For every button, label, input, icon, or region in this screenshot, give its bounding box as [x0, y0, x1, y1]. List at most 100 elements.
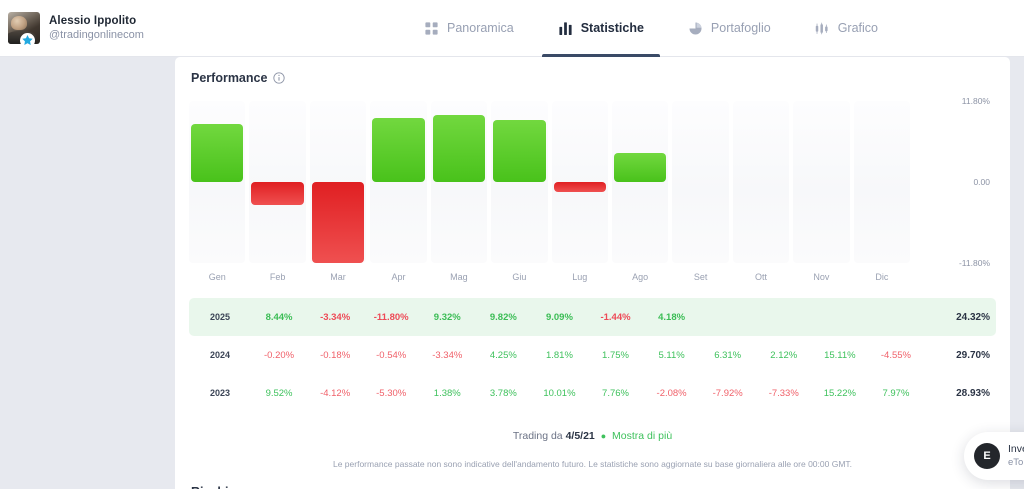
table-cell-month: 7.76%	[602, 387, 629, 399]
chart-column[interactable]	[551, 101, 608, 263]
page-body: Performance 11.80% 0.00 -11.80% Gen Feb Mar A…	[0, 57, 1024, 489]
chart-bar-feb[interactable]	[251, 182, 304, 205]
nav-tabs: Panoramica Statistiche Portafoglio	[402, 0, 900, 57]
x-axis-label: Lug	[572, 272, 588, 282]
chart-column[interactable]	[853, 101, 911, 263]
table-cell-month: -7.92%	[712, 387, 743, 399]
x-axis-label: Feb	[269, 272, 286, 282]
table-cell-month: 4.25%	[489, 349, 517, 361]
chart-column[interactable]	[430, 101, 488, 263]
table-cell-month: -3.34%	[307, 298, 364, 336]
tab-panoramica-label: Panoramica	[447, 21, 514, 35]
chart-column[interactable]	[491, 101, 548, 263]
x-axis-label: Apr	[391, 272, 406, 282]
chart-column[interactable]	[249, 101, 306, 263]
x-axis-label: Nov	[813, 272, 830, 282]
chat-widget[interactable]: E Investi eToro	[964, 432, 1024, 480]
chart-plot-area	[189, 101, 911, 263]
table-cell-month: -0.20%	[263, 349, 295, 361]
star-verified-badge	[20, 33, 35, 48]
performance-card: Performance 11.80% 0.00 -11.80% Gen Feb Mar A…	[175, 57, 1010, 485]
table-cell-month: 6.31%	[714, 349, 742, 361]
chart-column[interactable]	[309, 101, 367, 263]
performance-table: 2025 8.44% -3.34% -11.80% 9.32% 9.82% 9.09% -1.…	[189, 298, 996, 412]
table-cell-month: -5.30%	[376, 387, 407, 399]
table-cell-month	[755, 298, 812, 336]
trading-since: Trading da 4/5/21 ● Mostra di più	[189, 430, 996, 442]
x-axis-label: Gen	[208, 272, 226, 282]
chart-bar-ago[interactable]	[613, 153, 667, 182]
table-cell-month: -7.33%	[768, 387, 799, 399]
tab-grafico-label: Grafico	[837, 21, 878, 35]
table-cell-month: -1.44%	[587, 298, 644, 336]
table-cell-month: 9.52%	[265, 387, 293, 399]
table-cell-month: 9.32%	[419, 298, 476, 336]
table-cell-month: 7.97%	[882, 387, 910, 399]
bar-chart-icon	[558, 21, 573, 36]
chart-bar-gen[interactable]	[191, 124, 244, 182]
disclaimer-text: Le performance passate non sono indicati…	[332, 459, 853, 469]
tab-statistiche[interactable]: Statistiche	[536, 0, 666, 57]
top-bar: Alessio Ippolito @tradingonlinecom Panor…	[0, 0, 1024, 57]
chart-column[interactable]	[370, 101, 427, 263]
table-cell-month: -11.80%	[363, 298, 420, 336]
table-cell-month: -3.34%	[432, 349, 463, 361]
y-axis-label: 0.00	[973, 177, 990, 187]
risk-card: Rischio	[175, 471, 1010, 489]
table-cell-year: 2023	[209, 388, 231, 398]
show-more-link[interactable]: Mostra di più	[612, 430, 673, 442]
chart-column[interactable]	[793, 101, 850, 263]
chart-column[interactable]	[189, 101, 246, 263]
chat-avatar: E	[974, 443, 1000, 469]
avatar[interactable]	[8, 12, 40, 48]
x-axis-label: Mag	[450, 272, 468, 282]
card-title: Performance	[189, 69, 996, 85]
chart-bar-mag[interactable]	[432, 114, 486, 182]
profile-name: Alessio Ippolito	[49, 14, 137, 27]
table-row: 2024 -0.20% -0.18% -0.54% -3.34% 4.25% 1.81% 1.…	[189, 336, 996, 374]
table-row: 2023 9.52% -4.12% -5.30% 1.38% 3.78% 10.01% 7.7…	[189, 374, 996, 412]
tab-portafoglio-label: Portafoglio	[710, 21, 771, 35]
profile-header[interactable]: Alessio Ippolito @tradingonlinecom	[0, 12, 300, 48]
tab-panoramica[interactable]: Panoramica	[402, 0, 536, 57]
table-cell-month: -4.12%	[320, 387, 351, 399]
table-cell-month: 4.18%	[643, 298, 700, 336]
chat-subtitle: eToro	[1008, 456, 1024, 468]
table-cell-month: 10.01%	[543, 387, 576, 399]
profile-handle: @tradingonlinecom	[49, 29, 144, 42]
chart-bar-mar[interactable]	[311, 182, 365, 263]
table-cell-month: 2.12%	[770, 349, 798, 361]
table-cell-total: 29.70%	[956, 349, 990, 361]
tab-statistiche-label: Statistiche	[580, 21, 644, 35]
table-cell-month: 1.38%	[433, 387, 461, 399]
grid-icon	[424, 21, 439, 36]
y-axis-label: 11.80%	[961, 96, 990, 106]
tab-portafoglio[interactable]: Portafoglio	[666, 0, 793, 57]
table-cell-month	[867, 298, 924, 336]
chart-bar-lug[interactable]	[553, 182, 606, 192]
table-cell-month: -2.08%	[656, 387, 687, 399]
chat-title: Investi	[1008, 443, 1024, 455]
chart-column[interactable]	[672, 101, 729, 263]
tab-grafico[interactable]: Grafico	[793, 0, 900, 57]
page-title: Performance	[191, 71, 268, 85]
table-row: 2025 8.44% -3.34% -11.80% 9.32% 9.82% 9.09% -1.…	[189, 298, 996, 336]
table-cell-month: 15.11%	[824, 349, 856, 361]
table-cell-month: -0.54%	[376, 349, 407, 361]
chart-column[interactable]	[732, 101, 790, 263]
table-cell-month	[699, 298, 756, 336]
table-cell-total: 24.32%	[924, 298, 996, 336]
chart-y-axis: 11.80% 0.00 -11.80%	[914, 96, 996, 268]
chart-bar-giu[interactable]	[493, 119, 546, 182]
table-cell-month: -0.18%	[320, 349, 351, 361]
table-cell-total: 28.93%	[956, 387, 990, 399]
chart-bar-apr[interactable]	[372, 118, 425, 182]
performance-chart: 11.80% 0.00 -11.80%	[189, 96, 996, 268]
table-cell-month: 9.82%	[475, 298, 532, 336]
chart-column[interactable]	[611, 101, 669, 263]
table-cell-month: 15.22%	[823, 387, 856, 399]
table-cell-month: 1.75%	[602, 349, 629, 361]
info-icon[interactable]	[273, 72, 286, 84]
chart-x-axis: Gen Feb Mar Apr Mag Giu Lug Ago Set Ott Nov Dic	[189, 272, 996, 282]
x-axis-label: Mar	[330, 272, 346, 282]
